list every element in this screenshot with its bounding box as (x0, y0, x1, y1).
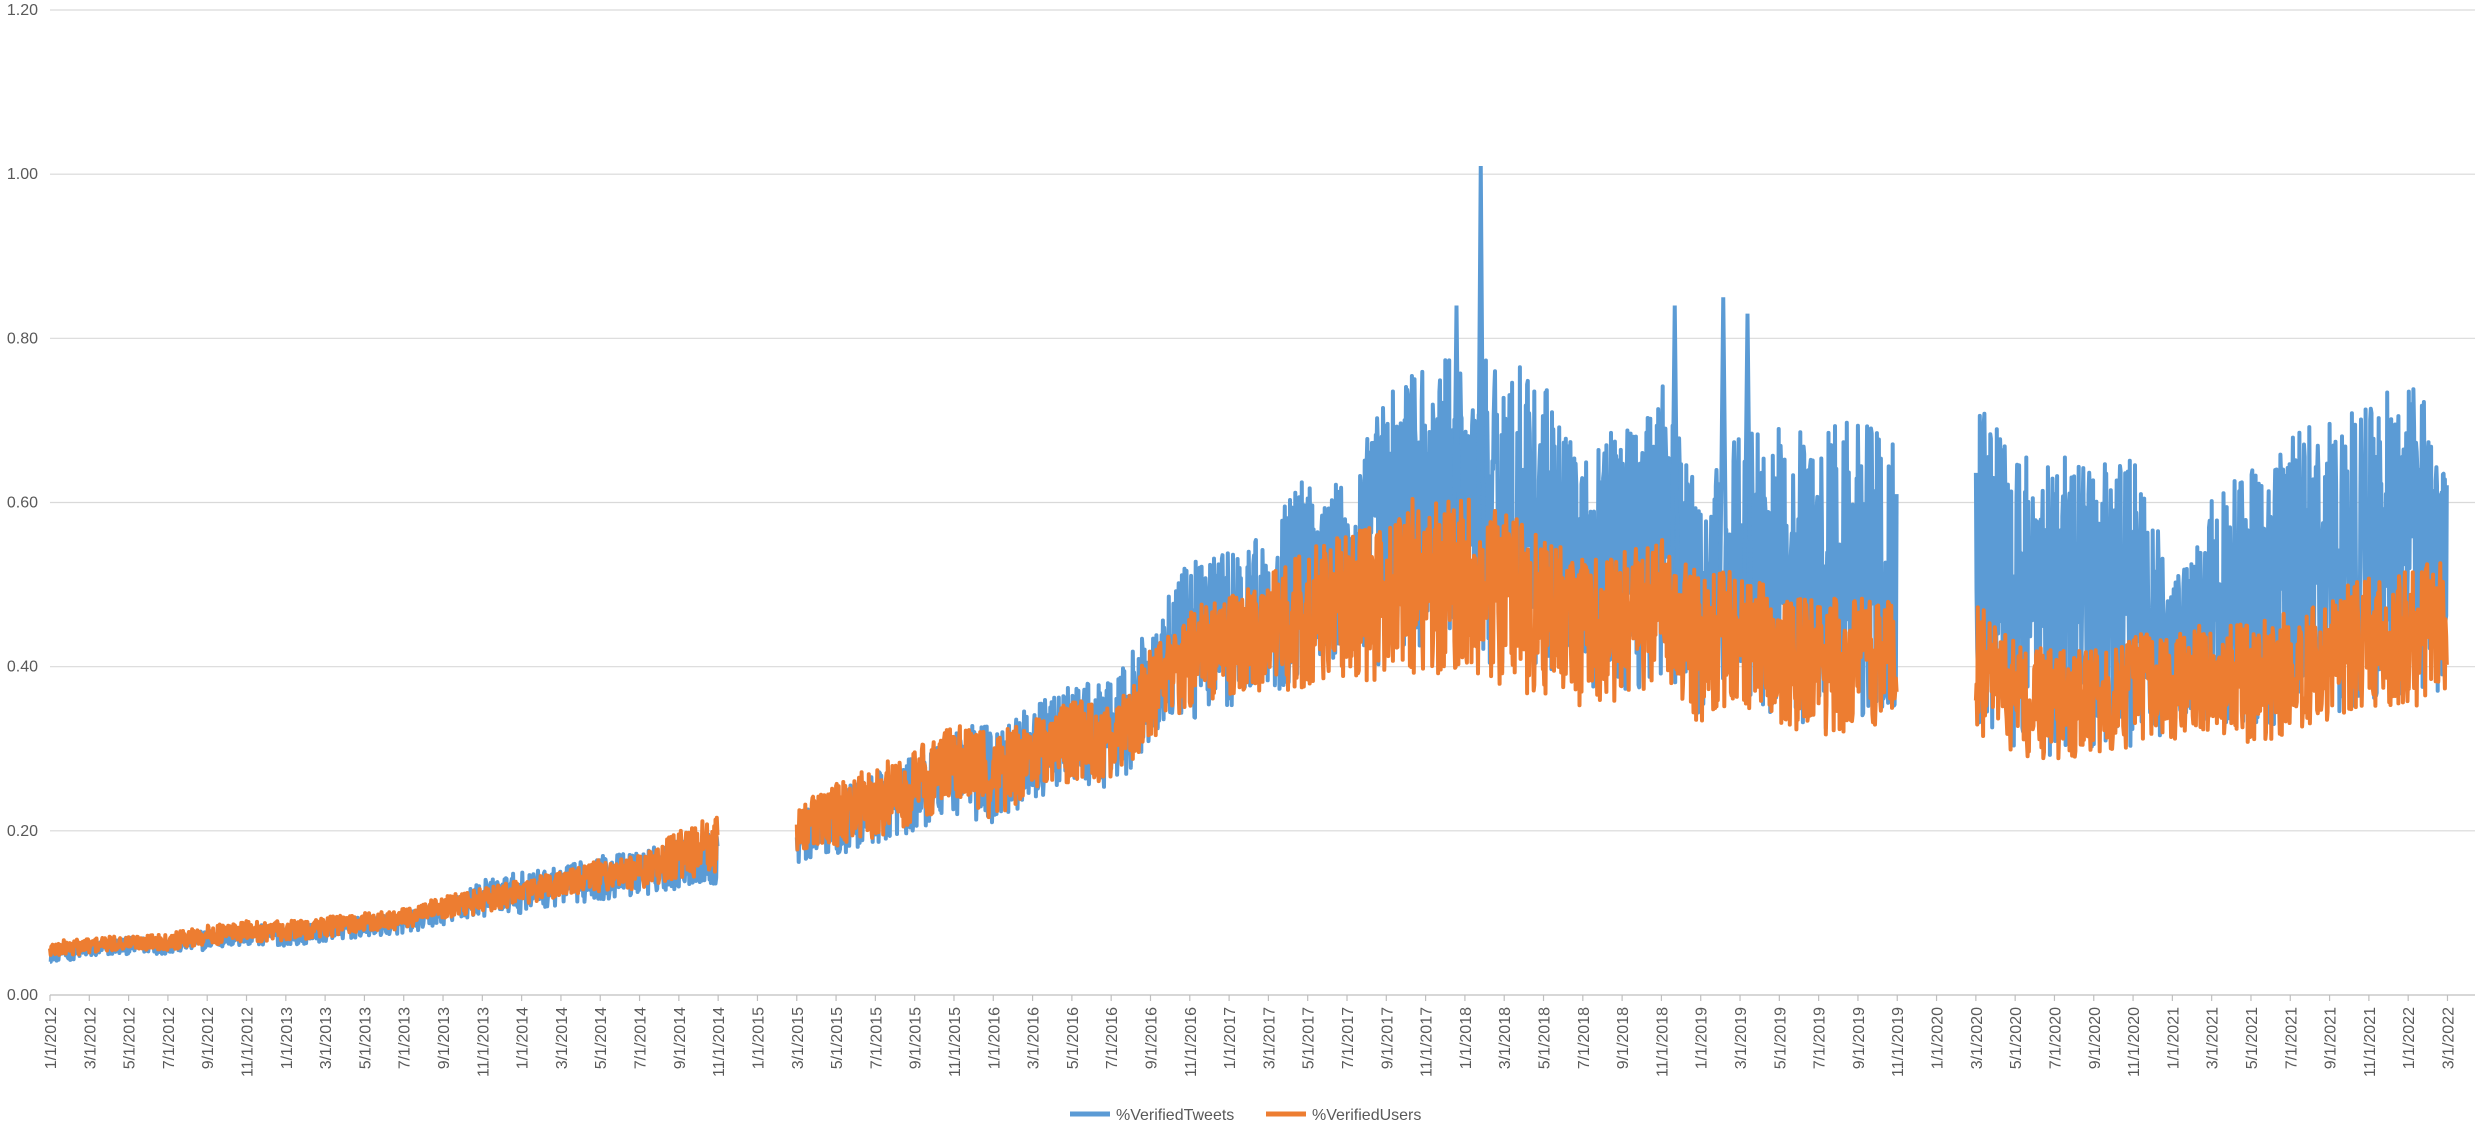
x-tick-label: 7/1/2015 (868, 1007, 885, 1069)
x-tick-label: 7/1/2016 (1104, 1007, 1121, 1069)
x-tick-label: 11/1/2019 (1890, 1007, 1907, 1077)
x-tick-label: 5/1/2021 (2244, 1007, 2261, 1069)
series-layer (48, 165, 2449, 964)
x-tick-label: 7/1/2013 (397, 1007, 414, 1069)
x-tick-label: 7/1/2021 (2283, 1007, 2300, 1069)
x-tick-label: 9/1/2016 (1143, 1007, 1160, 1069)
x-tick-label: 9/1/2017 (1379, 1007, 1396, 1069)
y-tick-label: 1.20 (7, 2, 38, 19)
x-tick-label: 5/1/2016 (1065, 1007, 1082, 1069)
series-spike (1742, 313, 1753, 585)
x-tick-label: 1/1/2014 (515, 1007, 532, 1069)
series-spike (1718, 297, 1729, 585)
legend-item: %VerifiedTweets (1070, 1107, 1234, 1124)
series-spike (1475, 165, 1486, 585)
x-tick-label: 11/1/2017 (1419, 1007, 1436, 1077)
x-tick-label: 3/1/2014 (554, 1007, 571, 1069)
y-tick-label: 0.40 (7, 659, 38, 676)
x-tick-label: 9/1/2018 (1615, 1007, 1632, 1069)
x-axis: 1/1/2012 3/1/2012 5/1/2012 7/1/2012 9/1/2012… (43, 995, 2457, 1077)
x-tick-label: 3/1/2015 (790, 1007, 807, 1069)
x-tick-label: 9/1/2015 (908, 1007, 925, 1069)
x-tick-label: 5/1/2014 (593, 1007, 610, 1069)
x-tick-label: 5/1/2013 (357, 1007, 374, 1069)
x-tick-label: 5/1/2019 (1772, 1007, 1789, 1069)
x-tick-label: 1/1/2020 (1930, 1007, 1947, 1069)
x-tick-label: 9/1/2012 (200, 1007, 217, 1069)
x-tick-label: 1/1/2018 (1458, 1007, 1475, 1069)
x-tick-label: 11/1/2013 (475, 1007, 492, 1077)
legend-item: %VerifiedUsers (1266, 1107, 1421, 1124)
x-tick-label: 11/1/2018 (1654, 1007, 1671, 1077)
x-tick-label: 1/1/2013 (279, 1007, 296, 1069)
legend-label: %VerifiedUsers (1312, 1107, 1421, 1124)
x-tick-label: 7/1/2017 (1340, 1007, 1357, 1069)
series-spike (1669, 305, 1680, 585)
x-tick-label: 3/1/2020 (1969, 1007, 1986, 1069)
x-tick-label: 1/1/2019 (1694, 1007, 1711, 1069)
x-tick-label: 3/1/2016 (1026, 1007, 1043, 1069)
y-tick-label: 0.00 (7, 987, 38, 1004)
x-tick-label: 5/1/2020 (2008, 1007, 2025, 1069)
y-tick-label: 1.00 (7, 166, 38, 183)
x-tick-label: 1/1/2017 (1222, 1007, 1239, 1069)
x-tick-label: 5/1/2018 (1537, 1007, 1554, 1069)
x-tick-label: 11/1/2012 (240, 1007, 257, 1077)
x-tick-label: 11/1/2014 (711, 1007, 728, 1077)
legend-label: %VerifiedTweets (1116, 1107, 1234, 1124)
x-tick-label: 3/1/2022 (2440, 1007, 2457, 1069)
x-tick-label: 1/1/2021 (2165, 1007, 2182, 1069)
x-tick-label: 11/1/2016 (1183, 1007, 1200, 1077)
x-tick-label: 9/1/2019 (1851, 1007, 1868, 1069)
x-tick-label: 7/1/2014 (633, 1007, 650, 1069)
x-tick-label: 5/1/2012 (122, 1007, 139, 1069)
x-tick-label: 3/1/2012 (82, 1007, 99, 1069)
x-tick-label: 5/1/2017 (1301, 1007, 1318, 1069)
x-tick-label: 11/1/2020 (2126, 1007, 2143, 1077)
x-tick-label: 7/1/2012 (161, 1007, 178, 1069)
x-tick-label: 7/1/2020 (2047, 1007, 2064, 1069)
legend: %VerifiedTweets %VerifiedUsers (1070, 1107, 1421, 1124)
y-tick-label: 0.20 (7, 823, 38, 840)
x-tick-label: 5/1/2015 (829, 1007, 846, 1069)
series-spike (1451, 305, 1462, 585)
x-tick-label: 9/1/2021 (2323, 1007, 2340, 1069)
x-tick-label: 3/1/2021 (2205, 1007, 2222, 1069)
x-tick-label: 11/1/2021 (2362, 1007, 2379, 1077)
series-verified-tweets (48, 165, 2449, 964)
x-tick-label: 1/1/2022 (2401, 1007, 2418, 1069)
x-tick-label: 9/1/2013 (436, 1007, 453, 1069)
y-tick-label: 0.60 (7, 495, 38, 512)
y-tick-label: 0.80 (7, 330, 38, 347)
x-tick-label: 3/1/2019 (1733, 1007, 1750, 1069)
x-tick-label: 1/1/2012 (43, 1007, 60, 1069)
x-tick-label: 3/1/2018 (1497, 1007, 1514, 1069)
y-axis: 0.00 0.20 0.40 0.60 0.80 1.00 1.20 (7, 2, 38, 1004)
x-tick-label: 3/1/2017 (1261, 1007, 1278, 1069)
x-tick-label: 7/1/2019 (1812, 1007, 1829, 1069)
x-tick-label: 1/1/2015 (750, 1007, 767, 1069)
series-line (48, 497, 2449, 957)
x-tick-label: 3/1/2013 (318, 1007, 335, 1069)
x-tick-label: 7/1/2018 (1576, 1007, 1593, 1069)
x-tick-label: 11/1/2015 (947, 1007, 964, 1077)
x-tick-label: 9/1/2020 (2087, 1007, 2104, 1069)
series-verified-users (48, 497, 2449, 957)
x-tick-label: 9/1/2014 (672, 1007, 689, 1069)
x-tick-label: 1/1/2016 (986, 1007, 1003, 1069)
